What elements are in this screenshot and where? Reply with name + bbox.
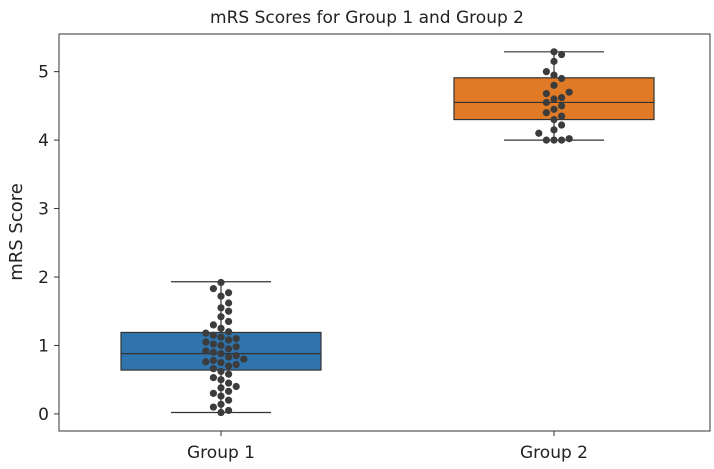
group-1-data-point [209, 321, 217, 329]
y-tick-label: 5 [38, 63, 49, 83]
group-1-data-point [217, 350, 225, 358]
group-1-data-point [217, 292, 225, 300]
group-1-data-point [225, 289, 233, 297]
group-1-data-point [225, 370, 233, 378]
group-1-data-point [232, 334, 240, 343]
group-2-data-point [558, 50, 566, 59]
group-1-data-point [217, 400, 225, 408]
group-1-data-point [202, 329, 210, 337]
group-2-data-point [565, 88, 573, 96]
group-1-data-point [225, 387, 233, 395]
group-2-data-point [535, 129, 543, 137]
group-2-data-point [550, 105, 558, 113]
group-1-data-point [225, 317, 233, 326]
group-1-data-point [209, 285, 217, 293]
y-axis-label: mRS Score [6, 183, 27, 281]
y-tick-label: 0 [38, 405, 49, 425]
group-2-data-point [542, 89, 551, 98]
group-2-data-point [550, 48, 558, 56]
group-2-data-point [542, 98, 551, 107]
group-1-data-point [202, 347, 210, 355]
group-2-data-point [558, 74, 566, 83]
group-1-data-point [202, 358, 210, 366]
group-1-data-point [209, 356, 217, 365]
group-1-data-point [209, 374, 217, 382]
group-1-data-point [217, 278, 225, 287]
y-tick-label: 3 [38, 200, 49, 220]
group-1-data-point [209, 365, 217, 373]
group-1-data-point [217, 376, 225, 384]
group-1-data-point [202, 338, 210, 346]
group-1-data-point [225, 328, 233, 336]
group-1-data-point [217, 333, 225, 341]
group-1-data-point [232, 343, 240, 351]
group-1-data-point [209, 403, 217, 411]
group-1-data-point [225, 379, 233, 387]
group-1-data-point [217, 358, 225, 367]
group-1-data-point [232, 352, 240, 360]
group-1-data-point [217, 304, 225, 312]
group-1-data-point [232, 382, 240, 391]
group-1-data-point [209, 331, 217, 339]
group-1-data-point [225, 353, 233, 361]
x-tick-label: Group 1 [187, 443, 255, 463]
group-2-data-point [558, 121, 566, 129]
group-2-data-point [542, 68, 551, 76]
group-2-data-point [550, 115, 558, 124]
group-1-data-point [217, 324, 225, 332]
group-2-data-point [558, 94, 566, 102]
group-1-data-point [240, 355, 248, 363]
group-2-data-point [542, 109, 551, 117]
group-1-data-point [225, 362, 233, 370]
group-2-data-point [558, 136, 566, 144]
group-1-data-point [217, 367, 225, 376]
x-tick-label: Group 2 [520, 443, 588, 463]
group-2-data-point [542, 136, 551, 144]
y-tick-label: 1 [38, 336, 49, 356]
group-1-data-point [217, 313, 225, 321]
group-1-data-point [225, 307, 233, 315]
group-2-data-point [550, 136, 558, 144]
group-2-data-point [550, 81, 558, 89]
chart-title: mRS Scores for Group 1 and Group 2 [210, 8, 524, 28]
group-1-data-point [217, 341, 225, 350]
group-2-data-point [550, 126, 558, 134]
group-2-data-point [565, 135, 573, 143]
group-1-data-point [225, 345, 233, 353]
group-1-data-point [217, 392, 225, 400]
y-tick-label: 2 [38, 268, 49, 288]
group-2-data-point [550, 71, 558, 79]
group-2-data-point [558, 112, 566, 120]
group-1-data-point [225, 336, 233, 344]
group-1-data-point [209, 340, 217, 348]
y-tick-label: 4 [38, 131, 49, 151]
group-1-data-point [209, 348, 217, 356]
group-2-data-point [550, 57, 558, 65]
group-1-data-point [217, 384, 225, 392]
plot-frame [58, 33, 711, 432]
group-1-data-point [225, 406, 233, 415]
group-2-data-point [550, 95, 558, 103]
group-1-data-point [217, 408, 225, 417]
group-1-data-point [225, 396, 233, 404]
group-2-data-point [558, 102, 566, 110]
group-1-data-point [209, 389, 217, 397]
group-1-data-point [232, 361, 240, 369]
group-1-data-point [225, 299, 233, 307]
